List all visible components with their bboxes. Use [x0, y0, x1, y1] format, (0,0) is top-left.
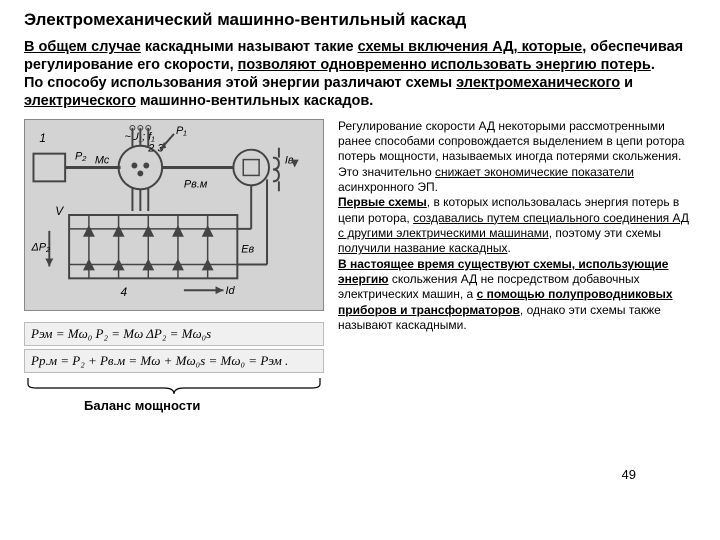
r2b: снижает экономические показатели	[435, 165, 634, 179]
lbl-dp2: ΔP₂	[31, 241, 52, 253]
r3e: получили название каскадных	[338, 241, 507, 255]
intro-2a: По способу использования этой энергии ра…	[24, 75, 456, 91]
r2a: Это значительно	[338, 165, 435, 179]
r2c: асинхронного ЭП.	[338, 180, 438, 194]
lbl-mc: Mc	[95, 154, 110, 166]
r3f: .	[507, 241, 510, 255]
intro-2b: электромеханического	[456, 75, 620, 91]
intro-1a: В общем случае	[24, 39, 141, 55]
intro-1b: каскадными называют такие	[141, 39, 358, 55]
lbl-pvm: Pв.м	[184, 178, 208, 190]
left-column: 1 P₂ Mc ~U₁; f₁ 2 3 P₁	[24, 119, 324, 413]
lbl-1: 1	[39, 130, 46, 144]
intro-1e: позволяют одновременно использовать энер…	[238, 57, 651, 73]
lbl-4: 4	[121, 285, 128, 299]
intro-2d: электрического	[24, 93, 136, 109]
brace-icon	[24, 376, 324, 394]
intro-1f: .	[651, 57, 655, 73]
balance-caption: Баланс мощности	[84, 398, 324, 413]
lbl-p1: P₁	[176, 124, 187, 136]
lbl-p2: P₂	[75, 150, 87, 162]
intro-2c: и	[620, 75, 633, 91]
right-column: Регулирование скорости АД некоторыми рас…	[338, 119, 696, 413]
intro-2e: машинно-вентильных каскадов.	[136, 93, 373, 109]
page-number: 49	[622, 467, 636, 482]
lbl-eb: Eв	[241, 243, 254, 255]
page-title: Электромеханический машинно-вентильный к…	[24, 10, 696, 30]
formula-2: Pр.м = P₂ + Pв.м = Mω + Mω₀s = Mω₀ = Pэм…	[24, 349, 324, 373]
circuit-diagram: 1 P₂ Mc ~U₁; f₁ 2 3 P₁	[24, 119, 324, 311]
intro-1c: схемы включения АД, которые	[358, 39, 583, 55]
lbl-v: V	[55, 204, 64, 218]
formula-block: Pэм = Mω₀ P₂ = Mω ΔP₂ = Mω₀s Pр.м = P₂ +…	[24, 322, 324, 373]
r1: Регулирование скорости АД некоторыми рас…	[338, 119, 684, 164]
formula-1: Pэм = Mω₀ P₂ = Mω ΔP₂ = Mω₀s	[24, 322, 324, 346]
r3d: , поэтому эти схемы	[549, 226, 661, 240]
r3a: Первые схемы	[338, 195, 427, 209]
intro-block: В общем случае каскадными называют такие…	[24, 38, 696, 111]
lbl-id: Id	[225, 285, 235, 297]
